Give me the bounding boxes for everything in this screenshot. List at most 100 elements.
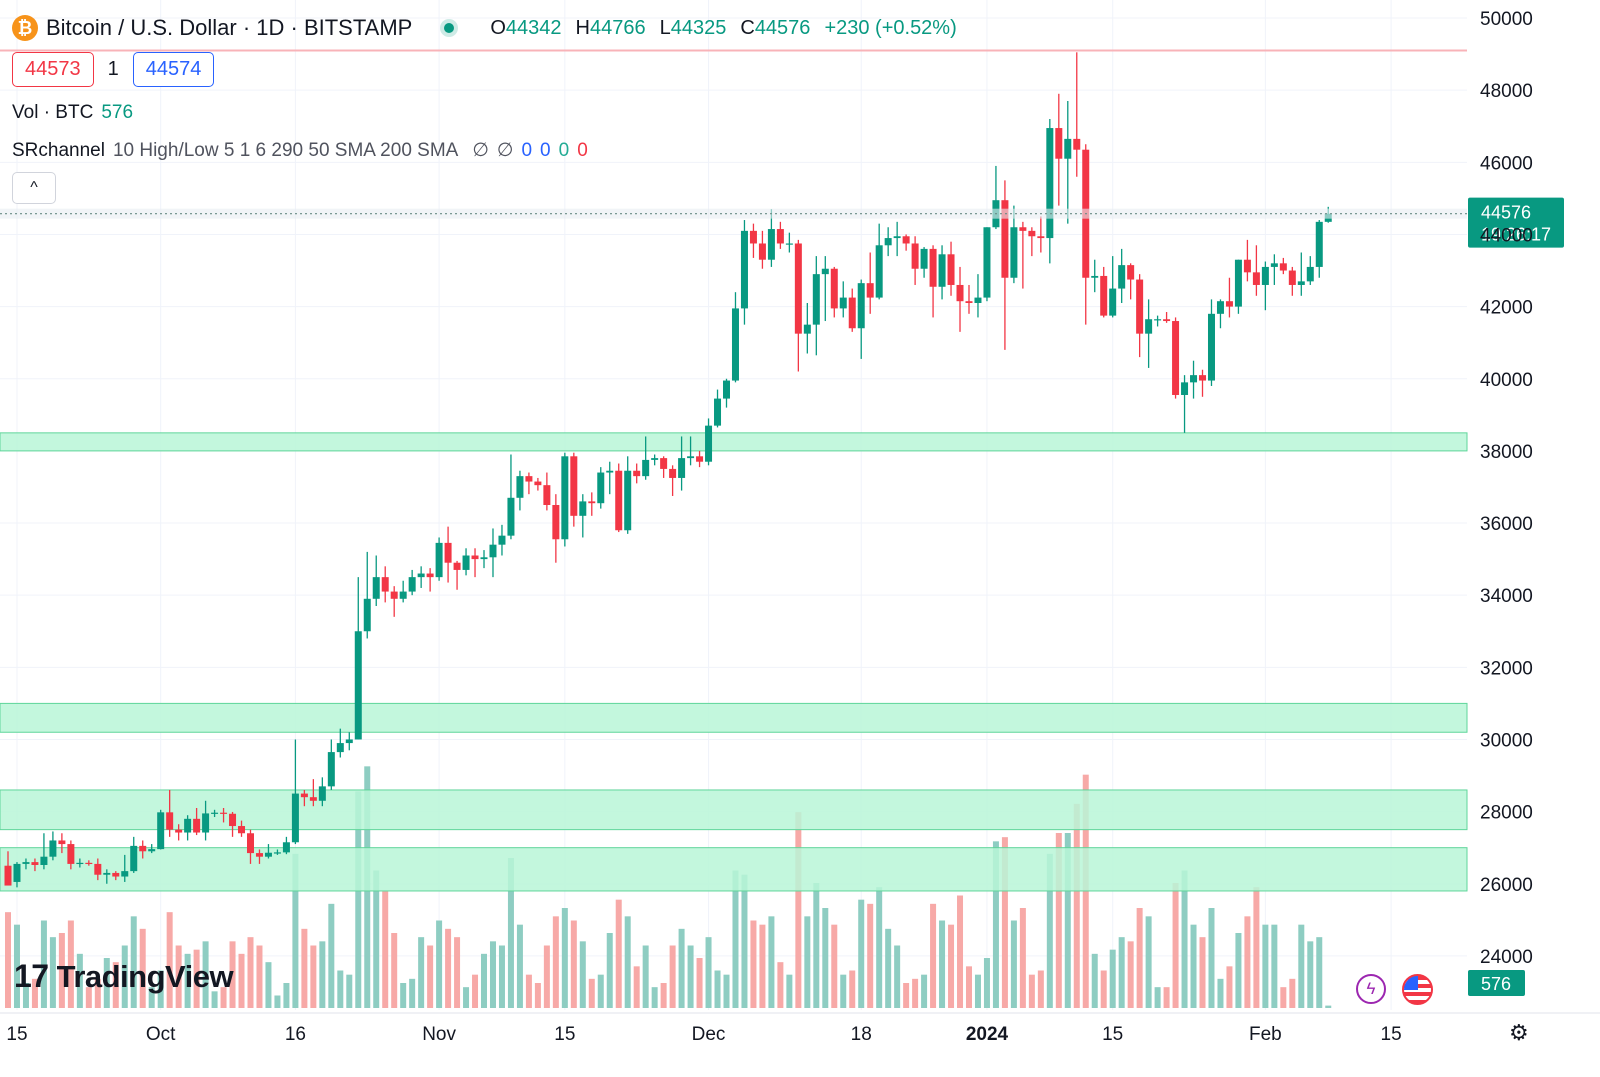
candle-body	[264, 852, 272, 857]
settings-icon[interactable]: ⚙	[1509, 1020, 1529, 1045]
volume-bar	[651, 987, 658, 1008]
candle-body	[731, 308, 739, 381]
candle-body	[273, 852, 281, 854]
candle-body	[1252, 272, 1260, 285]
candle-body	[435, 542, 443, 578]
flash-icon[interactable]: ϟ	[1356, 974, 1386, 1004]
trade-buttons: 44573 1 44574	[12, 52, 215, 87]
sr-zone	[0, 432, 1468, 452]
candle-body	[31, 862, 39, 865]
volume-bar	[211, 991, 218, 1008]
current-volume-label: 576	[1481, 974, 1511, 994]
candle-body	[1270, 263, 1278, 267]
candle-body	[893, 236, 901, 239]
candle-body	[857, 283, 865, 329]
candle-body	[291, 793, 299, 843]
volume-bar	[166, 912, 173, 1008]
spread-value: 1	[107, 58, 119, 80]
volume-bar	[948, 924, 955, 1008]
candle-body	[1225, 301, 1233, 307]
candle-body	[211, 812, 219, 814]
time-tick-label: 16	[285, 1024, 306, 1045]
volume-bar	[624, 916, 631, 1008]
candle-body	[1190, 375, 1198, 383]
candle-body	[507, 497, 515, 536]
candle-body	[4, 865, 12, 886]
volume-bar	[301, 928, 308, 1008]
us-flag-icon[interactable]	[1402, 974, 1433, 1005]
price-tick-label: 32000	[1480, 658, 1533, 679]
volume-bar	[481, 953, 488, 1008]
ohlc-values: O44342 H44766 L44325 C44576 +230 (+0.52%…	[490, 17, 956, 40]
candle-body	[1127, 265, 1135, 280]
volume-bar	[588, 978, 595, 1008]
volume-bar	[418, 937, 425, 1008]
candle-body	[633, 470, 641, 477]
volume-bar	[274, 995, 281, 1008]
candle-body	[1172, 321, 1180, 395]
volume-legend[interactable]: Vol · BTC 576	[12, 102, 133, 124]
collapse-legend-button[interactable]: ^	[12, 172, 56, 204]
price-tick-label: 48000	[1480, 81, 1533, 102]
indicator-value-2: 0	[540, 139, 551, 161]
candle-body	[848, 297, 856, 329]
volume-bar	[13, 924, 20, 1008]
volume-bar	[1262, 924, 1269, 1008]
candle-body	[696, 456, 704, 462]
buy-button[interactable]: 44574	[132, 52, 215, 87]
volume-bar	[696, 958, 703, 1008]
time-tick-label: 2024	[966, 1024, 1009, 1045]
candle-body	[803, 324, 811, 334]
candle-body	[220, 812, 228, 814]
volume-bar	[579, 941, 586, 1008]
time-tick-label: Dec	[692, 1024, 726, 1045]
volume-bar	[67, 920, 74, 1008]
indicator-legend[interactable]: SRchannel 10 High/Low 5 1 6 290 50 SMA 2…	[12, 139, 588, 162]
volume-bar	[534, 983, 541, 1008]
symbol-title[interactable]: Bitcoin / U.S. Dollar · 1D · BITSTAMP	[46, 15, 413, 40]
volume-bar	[193, 949, 200, 1008]
volume-bar	[310, 945, 317, 1008]
candle-body	[381, 577, 389, 592]
volume-bar	[436, 920, 443, 1008]
volume-bar	[1055, 833, 1062, 1008]
tradingview-logo[interactable]: 17 TradingView	[14, 958, 234, 995]
candle-body	[1288, 270, 1296, 285]
current-price-box	[1468, 197, 1564, 248]
candle-body	[956, 284, 964, 302]
volume-bar	[1235, 933, 1242, 1008]
volume-bar	[31, 978, 38, 1008]
price-tick-label: 44000	[1480, 225, 1533, 246]
price-tick-label: 46000	[1480, 153, 1533, 174]
candle-body	[1181, 382, 1189, 395]
sell-button[interactable]: 44573	[12, 52, 94, 87]
candle-body	[327, 752, 335, 787]
candle-body	[426, 573, 434, 578]
volume-bar	[939, 920, 946, 1008]
volume-bar	[921, 974, 928, 1008]
candle-body	[462, 555, 470, 570]
volume-bar	[1154, 987, 1161, 1008]
volume-bar	[382, 891, 389, 1008]
candle-body	[929, 248, 937, 287]
candle-body	[202, 813, 210, 833]
candle-body	[300, 793, 308, 798]
indicator-symbol-1: ∅	[472, 140, 489, 161]
candle-body	[471, 555, 479, 560]
volume-bar	[202, 941, 209, 1008]
candle-body	[1145, 319, 1153, 334]
volume-bar	[1325, 1005, 1332, 1008]
volume-bar	[1172, 883, 1179, 1008]
volume-bar	[355, 791, 362, 1008]
volume-bar	[525, 974, 532, 1008]
candle-body	[318, 786, 326, 801]
price-tick-label: 40000	[1480, 370, 1533, 391]
high-value: 44766	[589, 16, 646, 39]
candle-body	[624, 470, 632, 531]
candle-body	[480, 557, 488, 560]
volume-bar	[1091, 953, 1098, 1008]
candle-body	[444, 542, 452, 563]
volume-bar	[1280, 987, 1287, 1008]
candle-body	[345, 739, 353, 744]
